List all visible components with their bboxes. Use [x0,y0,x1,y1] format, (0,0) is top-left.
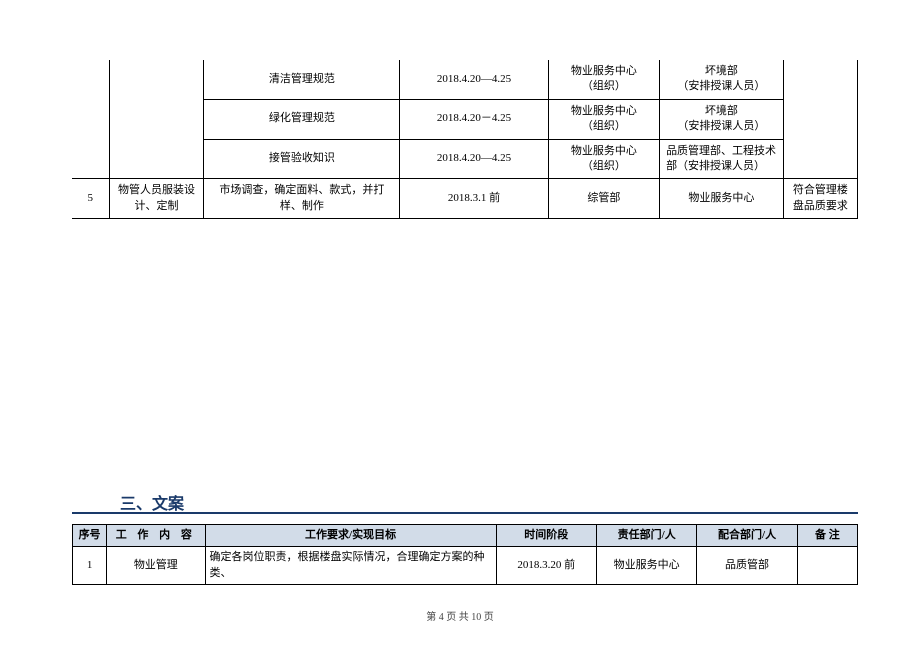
cell-coop: 物业服务中心 [660,179,784,219]
cell-content-blank [109,60,204,179]
cell-responsible: 物业服务中心（组织） [548,139,659,179]
cell-content: 物管人员服装设计、定制 [109,179,204,219]
cell-content: 物业管理 [107,547,205,585]
training-table-body: 清洁管理规范 2018.4.20—4.25 物业服务中心（组织） 坏境部（安排授… [72,60,858,219]
header-note: 备 注 [797,525,857,547]
cell-coop: 品质管理部、工程技术部（安排授课人员） [660,139,784,179]
cell-requirement: 市场调查，确定面料、款式，并打样、制作 [204,179,400,219]
cell-requirement: 清洁管理规范 [204,60,400,99]
cell-time: 2018.4.20—4.25 [400,139,548,179]
table2-head: 序号 工 作 内 容 工作要求/实现目标 时间阶段 责任部门/人 配合部门/人 … [73,525,858,547]
cell-coop: 坏境部（安排授课人员） [660,99,784,139]
cell-time: 2018.3.1 前 [400,179,548,219]
cell-requirement: 绿化管理规范 [204,99,400,139]
cell-time: 2018.3.20 前 [496,547,596,585]
cell-note-blank [783,60,857,179]
cell-note [797,547,857,585]
cell-seq-blank [72,60,109,179]
training-table: 清洁管理规范 2018.4.20—4.25 物业服务中心（组织） 坏境部（安排授… [72,60,858,219]
cell-note: 符合管理楼盘品质要求 [783,179,857,219]
cell-responsible: 综管部 [548,179,659,219]
header-requirement: 工作要求/实现目标 [205,525,496,547]
table-header-row: 序号 工 作 内 容 工作要求/实现目标 时间阶段 责任部门/人 配合部门/人 … [73,525,858,547]
header-seq: 序号 [73,525,107,547]
page-footer: 第 4 页 共 10 页 [0,608,920,623]
copywriting-table: 序号 工 作 内 容 工作要求/实现目标 时间阶段 责任部门/人 配合部门/人 … [72,524,858,585]
table-row: 1 物业管理 确定各岗位职责，根据楼盘实际情况，合理确定方案的种类、 2018.… [73,547,858,585]
table-row: 5 物管人员服装设计、定制 市场调查，确定面料、款式，并打样、制作 2018.3… [72,179,858,219]
section-underline [72,512,858,514]
cell-time: 2018.4.20—4.25 [400,60,548,99]
header-responsible: 责任部门/人 [596,525,696,547]
table-row: 清洁管理规范 2018.4.20—4.25 物业服务中心（组织） 坏境部（安排授… [72,60,858,99]
section-title: 三、文案 [120,490,184,514]
cell-responsible: 物业服务中心（组织） [548,60,659,99]
header-time: 时间阶段 [496,525,596,547]
document-page: 清洁管理规范 2018.4.20—4.25 物业服务中心（组织） 坏境部（安排授… [0,0,920,651]
cell-responsible: 物业服务中心 [596,547,696,585]
cell-coop: 品质管部 [697,547,797,585]
header-coop: 配合部门/人 [697,525,797,547]
cell-seq: 5 [72,179,109,219]
cell-coop: 坏境部（安排授课人员） [660,60,784,99]
cell-time: 2018.4.20－4.25 [400,99,548,139]
table2-body: 1 物业管理 确定各岗位职责，根据楼盘实际情况，合理确定方案的种类、 2018.… [73,547,858,585]
cell-seq: 1 [73,547,107,585]
cell-requirement: 接管验收知识 [204,139,400,179]
cell-requirement: 确定各岗位职责，根据楼盘实际情况，合理确定方案的种类、 [205,547,496,585]
header-content: 工 作 内 容 [107,525,205,547]
cell-responsible: 物业服务中心（组织） [548,99,659,139]
